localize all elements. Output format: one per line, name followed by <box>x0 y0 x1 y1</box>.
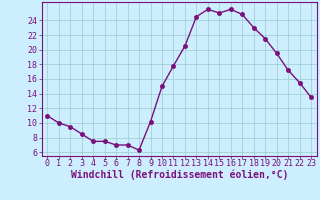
X-axis label: Windchill (Refroidissement éolien,°C): Windchill (Refroidissement éolien,°C) <box>70 169 288 180</box>
